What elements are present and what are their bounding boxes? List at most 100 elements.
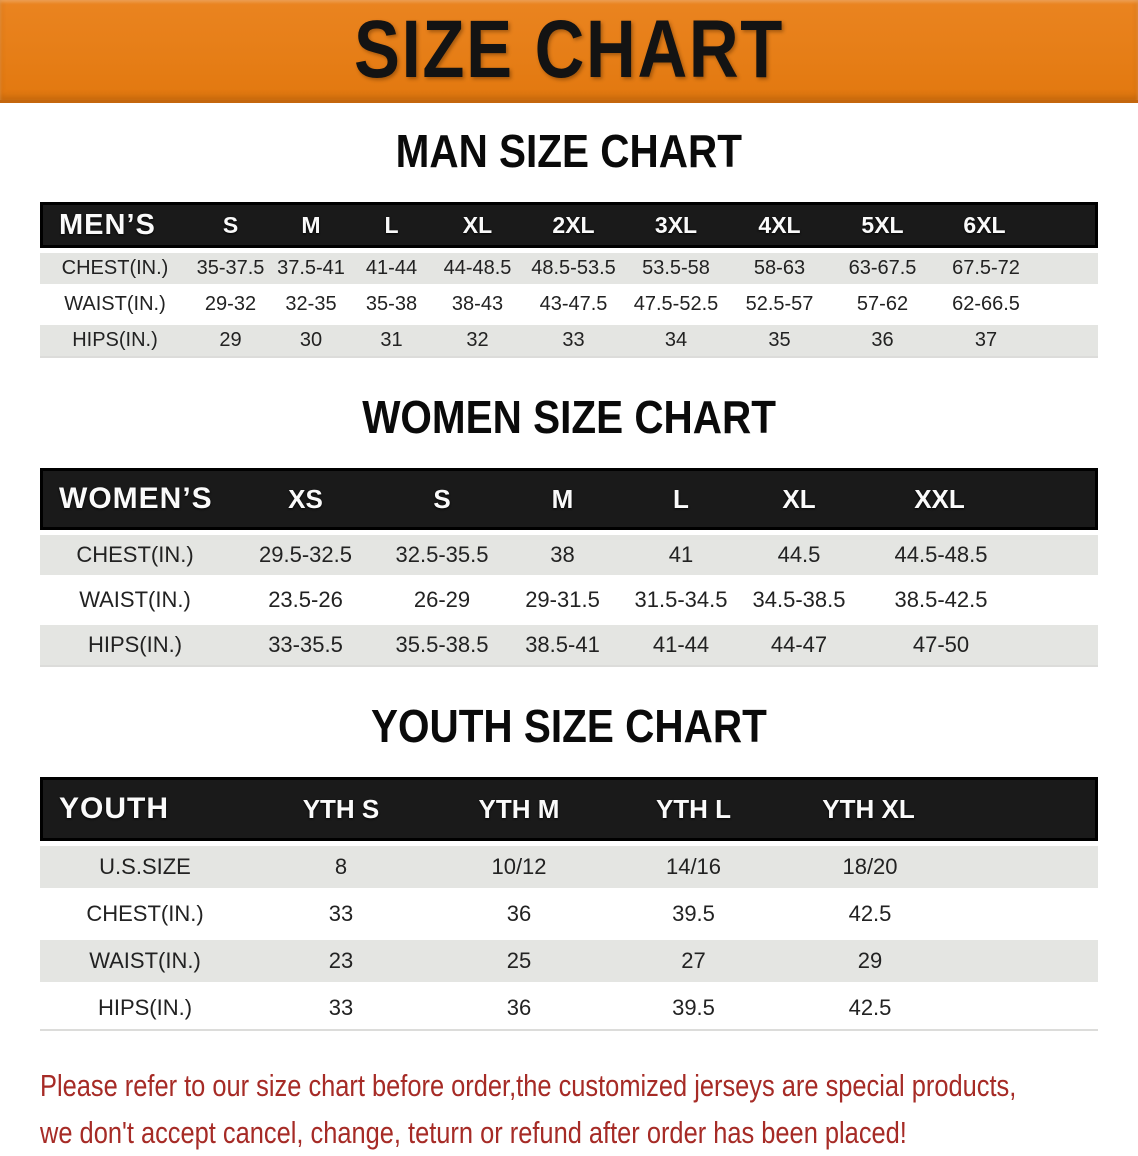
men-size-table: MEN’S S M L XL 2XL 3XL 4XL 5XL 6XL CHEST…	[40, 197, 1098, 363]
women-heading-text: WOMEN SIZE CHART	[362, 391, 776, 443]
size-value: 44-48.5	[432, 253, 523, 284]
size-value: 36	[831, 325, 934, 358]
size-chart-banner: SIZE CHART	[0, 0, 1138, 103]
women-waist-row: WAIST(IN.) 23.5-26 26-29 29-31.5 31.5-34…	[40, 580, 1098, 620]
disclaimer-text: Please refer to our size chart before or…	[40, 1062, 1138, 1156]
youth-col-l: YTH L	[606, 777, 781, 841]
size-value: 47.5-52.5	[624, 289, 728, 320]
men-col-l: L	[351, 202, 432, 248]
size-value: 36	[432, 987, 606, 1031]
size-value: 29-32	[190, 289, 271, 320]
size-value: 53.5-58	[624, 253, 728, 284]
row-label: WAIST(IN.)	[40, 289, 190, 320]
youth-table-label: YOUTH	[40, 777, 250, 841]
size-value: 30	[271, 325, 351, 358]
women-table-label: WOMEN’S	[40, 468, 230, 530]
size-value: 29-31.5	[503, 580, 622, 620]
size-value: 44.5	[740, 535, 858, 575]
women-col-m: M	[503, 468, 622, 530]
size-value: 29.5-32.5	[230, 535, 381, 575]
size-value: 52.5-57	[728, 289, 831, 320]
size-value: 41	[622, 535, 740, 575]
size-value: 36	[432, 893, 606, 935]
size-value: 37.5-41	[271, 253, 351, 284]
men-col-4xl: 4XL	[728, 202, 831, 248]
men-waist-row: WAIST(IN.) 29-32 32-35 35-38 38-43 43-47…	[40, 289, 1098, 320]
row-label: HIPS(IN.)	[40, 325, 190, 358]
women-header-row: WOMEN’S XS S M L XL XXL	[40, 468, 1098, 530]
women-size-table: WOMEN’S XS S M L XL XXL CHEST(IN.) 29.5-…	[40, 463, 1098, 672]
youth-header-row: YOUTH YTH S YTH M YTH L YTH XL	[40, 777, 1098, 841]
women-col-xl: XL	[740, 468, 858, 530]
size-value: 34	[624, 325, 728, 358]
women-chest-row: CHEST(IN.) 29.5-32.5 32.5-35.5 38 41 44.…	[40, 535, 1098, 575]
size-value: 29	[190, 325, 271, 358]
men-col-m: M	[271, 202, 351, 248]
size-value: 44-47	[740, 625, 858, 667]
row-label: CHEST(IN.)	[40, 535, 230, 575]
women-col-l: L	[622, 468, 740, 530]
men-col-2xl: 2XL	[523, 202, 624, 248]
size-value: 35-38	[351, 289, 432, 320]
size-value: 38.5-41	[503, 625, 622, 667]
youth-ussize-row: U.S.SIZE 8 10/12 14/16 18/20	[40, 846, 1098, 888]
men-header-row: MEN’S S M L XL 2XL 3XL 4XL 5XL 6XL	[40, 202, 1098, 248]
size-value: 32-35	[271, 289, 351, 320]
size-value: 35.5-38.5	[381, 625, 503, 667]
youth-section-heading: YOUTH SIZE CHART	[0, 700, 1138, 752]
size-value: 38.5-42.5	[858, 580, 1098, 620]
size-value: 18/20	[781, 846, 1098, 888]
youth-hips-row: HIPS(IN.) 33 36 39.5 42.5	[40, 987, 1098, 1031]
women-col-xs: XS	[230, 468, 381, 530]
size-value: 43-47.5	[523, 289, 624, 320]
men-heading-text: MAN SIZE CHART	[395, 125, 743, 177]
size-value: 47-50	[858, 625, 1098, 667]
size-value: 33-35.5	[230, 625, 381, 667]
size-value: 33	[250, 893, 432, 935]
men-col-6xl: 6XL	[934, 202, 1098, 248]
size-value: 23	[250, 940, 432, 982]
women-col-s: S	[381, 468, 503, 530]
size-value: 38-43	[432, 289, 523, 320]
youth-col-s: YTH S	[250, 777, 432, 841]
row-label: WAIST(IN.)	[40, 580, 230, 620]
size-value: 27	[606, 940, 781, 982]
row-label: HIPS(IN.)	[40, 987, 250, 1031]
size-value: 48.5-53.5	[523, 253, 624, 284]
row-label: WAIST(IN.)	[40, 940, 250, 982]
men-table-label: MEN’S	[40, 202, 190, 248]
size-value: 37	[934, 325, 1098, 358]
banner-title: SIZE CHART	[353, 4, 785, 95]
men-hips-row: HIPS(IN.) 29 30 31 32 33 34 35 36 37	[40, 325, 1098, 358]
youth-heading-text: YOUTH SIZE CHART	[371, 700, 767, 752]
row-label: HIPS(IN.)	[40, 625, 230, 667]
men-chest-row: CHEST(IN.) 35-37.5 37.5-41 41-44 44-48.5…	[40, 253, 1098, 284]
size-value: 57-62	[831, 289, 934, 320]
size-value: 33	[250, 987, 432, 1031]
size-value: 63-67.5	[831, 253, 934, 284]
size-value: 10/12	[432, 846, 606, 888]
size-value: 67.5-72	[934, 253, 1098, 284]
row-label: CHEST(IN.)	[40, 893, 250, 935]
youth-size-table: YOUTH YTH S YTH M YTH L YTH XL U.S.SIZE …	[40, 772, 1098, 1036]
disclaimer-line-1: Please refer to our size chart before or…	[40, 1068, 1017, 1103]
youth-col-xl: YTH XL	[781, 777, 1098, 841]
size-value: 35	[728, 325, 831, 358]
size-value: 31	[351, 325, 432, 358]
size-value: 42.5	[781, 893, 1098, 935]
men-col-s: S	[190, 202, 271, 248]
men-col-xl: XL	[432, 202, 523, 248]
youth-chest-row: CHEST(IN.) 33 36 39.5 42.5	[40, 893, 1098, 935]
size-value: 38	[503, 535, 622, 575]
youth-col-m: YTH M	[432, 777, 606, 841]
men-col-5xl: 5XL	[831, 202, 934, 248]
size-value: 26-29	[381, 580, 503, 620]
size-value: 32	[432, 325, 523, 358]
size-value: 14/16	[606, 846, 781, 888]
size-value: 34.5-38.5	[740, 580, 858, 620]
size-value: 42.5	[781, 987, 1098, 1031]
size-value: 31.5-34.5	[622, 580, 740, 620]
size-value: 44.5-48.5	[858, 535, 1098, 575]
row-label: CHEST(IN.)	[40, 253, 190, 284]
row-label: U.S.SIZE	[40, 846, 250, 888]
